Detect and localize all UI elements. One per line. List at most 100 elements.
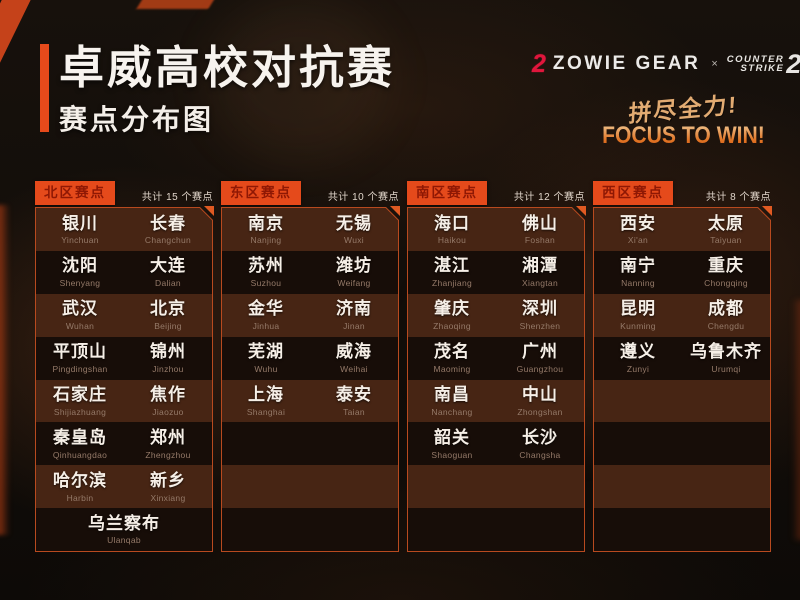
city-name-pinyin: Zhaoqing — [433, 321, 471, 332]
city-cell: 银川 Yinchuan — [36, 208, 124, 251]
city-row: 茂名 Maoming 广州 Guangzhou — [408, 337, 584, 380]
zowie-logo-icon: 2 — [532, 49, 546, 78]
city-name-pinyin: Zhongshan — [517, 406, 563, 417]
region-count: 共计 15 个赛点 — [141, 192, 213, 203]
city-name-zh: 佛山 — [522, 213, 558, 233]
city-row: 韶关 Shaoguan 长沙 Changsha — [408, 422, 584, 465]
city-name-pinyin: Nanjing — [250, 235, 282, 246]
city-name-pinyin: Suzhou — [250, 278, 282, 289]
city-name-pinyin: Guangzhou — [516, 363, 564, 374]
region-column: 东区赛点 共计 10 个赛点 南京 Nanjing 无锡 Wuxi 苏州 Suzhou 潍坊… — [221, 178, 400, 552]
city-name-pinyin: Shenzhen — [519, 321, 561, 332]
city-name-zh: 秦皇岛 — [53, 427, 107, 447]
region-tab-label: 北区赛点 — [35, 180, 115, 205]
region-panel-body: 西安 Xi'an 太原 Taiyuan 南宁 Nanning 重庆 Chongqing 昆明 Ku… — [594, 208, 770, 551]
city-name-zh: 武汉 — [62, 299, 98, 319]
city-name-zh: 湛江 — [434, 256, 470, 276]
city-cell: 锦州 Jinzhou — [124, 337, 212, 380]
city-name-zh: 太原 — [708, 213, 744, 233]
city-name-pinyin: Nanning — [621, 278, 655, 289]
city-row: 西安 Xi'an 太原 Taiyuan — [594, 208, 770, 251]
city-cell: 昆明 Kunming — [594, 294, 682, 337]
city-name-pinyin: Haikou — [437, 235, 467, 246]
city-cell: 湛江 Zhanjiang — [408, 251, 496, 294]
region-tab-label: 南区赛点 — [407, 180, 487, 205]
city-name-pinyin: Zunyi — [626, 363, 650, 374]
city-name-pinyin: Kunming — [620, 321, 656, 332]
city-row — [408, 465, 584, 508]
city-row — [594, 465, 770, 508]
city-name-zh: 济南 — [336, 299, 372, 319]
city-cell: 苏州 Suzhou — [222, 251, 310, 294]
city-cell: 佛山 Foshan — [496, 208, 584, 251]
city-name-zh: 南宁 — [620, 256, 656, 276]
city-cell: 重庆 Chongqing — [682, 251, 770, 294]
city-row: 遵义 Zunyi 乌鲁木齐 Urumqi — [594, 337, 770, 380]
region-header: 西区赛点 共计 8 个赛点 — [593, 178, 771, 205]
right-edge-glow — [792, 300, 800, 540]
city-name-zh: 海口 — [434, 213, 470, 233]
city-cell: 新乡 Xinxiang — [124, 465, 212, 508]
city-cell: 中山 Zhongshan — [496, 380, 584, 423]
city-cell: 芜湖 Wuhu — [222, 337, 310, 380]
city-name-zh: 南京 — [248, 213, 284, 233]
city-cell: 南京 Nanjing — [222, 208, 310, 251]
city-name-zh: 肇庆 — [434, 299, 470, 319]
city-name-zh: 乌鲁木齐 — [690, 342, 762, 362]
city-row — [594, 422, 770, 465]
city-row: 南京 Nanjing 无锡 Wuxi — [222, 208, 398, 251]
city-name-pinyin: Xi'an — [627, 235, 649, 246]
city-name-pinyin: Wuxi — [344, 235, 364, 246]
page-title: 卓威高校对抗赛 — [59, 42, 396, 93]
city-cell: 武汉 Wuhan — [36, 294, 124, 337]
region-panel: 海口 Haikou 佛山 Foshan 湛江 Zhanjiang 湘潭 Xiangtan 肇庆 Z… — [407, 206, 586, 552]
city-name-zh: 湘潭 — [522, 256, 558, 276]
city-name-zh: 新乡 — [150, 470, 186, 490]
region-tab-label: 东区赛点 — [221, 180, 301, 205]
region-panel: 西安 Xi'an 太原 Taiyuan 南宁 Nanning 重庆 Chongqing 昆明 Ku… — [593, 206, 772, 552]
region-count: 共计 10 个赛点 — [327, 192, 399, 203]
city-row — [408, 508, 584, 551]
zowie-gear-logo: ZOWIE GEAR — [552, 53, 701, 75]
brand-row: 2 ZOWIE GEAR × COUNTER STRIKE 2 — [532, 49, 800, 78]
city-name-pinyin: Xiangtan — [522, 278, 558, 289]
city-row: 秦皇岛 Qinhuangdao 郑州 Zhengzhou — [36, 422, 212, 465]
city-name-zh: 长春 — [150, 213, 186, 233]
city-name-zh: 石家庄 — [53, 385, 107, 405]
cs-logo-line2: STRIKE — [740, 63, 785, 75]
city-name-zh: 长沙 — [522, 427, 558, 447]
region-panel: 南京 Nanjing 无锡 Wuxi 苏州 Suzhou 潍坊 Weifang 金华 Jinhua… — [221, 206, 400, 552]
city-name-pinyin: Weifang — [337, 278, 371, 289]
region-header: 北区赛点 共计 15 个赛点 — [35, 178, 213, 205]
background-smoke — [210, 0, 390, 160]
city-name-pinyin: Shanghai — [246, 406, 286, 417]
left-edge-glow — [0, 205, 10, 535]
city-name-pinyin: Taian — [343, 406, 365, 417]
city-name-pinyin: Weihai — [340, 363, 368, 374]
city-name-pinyin: Taiyuan — [710, 235, 742, 246]
city-row: 苏州 Suzhou 潍坊 Weifang — [222, 251, 398, 294]
city-name-pinyin: Harbin — [66, 492, 94, 503]
city-cell: 泰安 Taian — [310, 380, 398, 423]
city-cell: 南昌 Nanchang — [408, 380, 496, 423]
region-column: 西区赛点 共计 8 个赛点 西安 Xi'an 太原 Taiyuan 南宁 Nanning 重… — [593, 178, 772, 552]
city-cell: 海口 Haikou — [408, 208, 496, 251]
city-cell: 哈尔滨 Harbin — [36, 465, 124, 508]
city-cell: 太原 Taiyuan — [682, 208, 770, 251]
title-accent-bar — [40, 44, 49, 132]
city-name-zh: 上海 — [248, 385, 284, 405]
city-row: 银川 Yinchuan 长春 Changchun — [36, 208, 212, 251]
city-name-pinyin: Urumqi — [711, 363, 741, 374]
city-row: 乌兰察布 Ulanqab — [36, 508, 212, 551]
city-row: 平顶山 Pingdingshan 锦州 Jinzhou — [36, 337, 212, 380]
city-name-zh: 泰安 — [336, 385, 372, 405]
city-row — [594, 508, 770, 551]
city-cell: 成都 Chengdu — [682, 294, 770, 337]
city-name-zh: 重庆 — [708, 256, 744, 276]
city-cell: 长春 Changchun — [124, 208, 212, 251]
corner-notch-icon — [576, 206, 586, 216]
city-row: 昆明 Kunming 成都 Chengdu — [594, 294, 770, 337]
cross-icon: × — [711, 58, 718, 71]
city-name-pinyin: Zhanjiang — [431, 278, 473, 289]
city-cell: 北京 Beijing — [124, 294, 212, 337]
